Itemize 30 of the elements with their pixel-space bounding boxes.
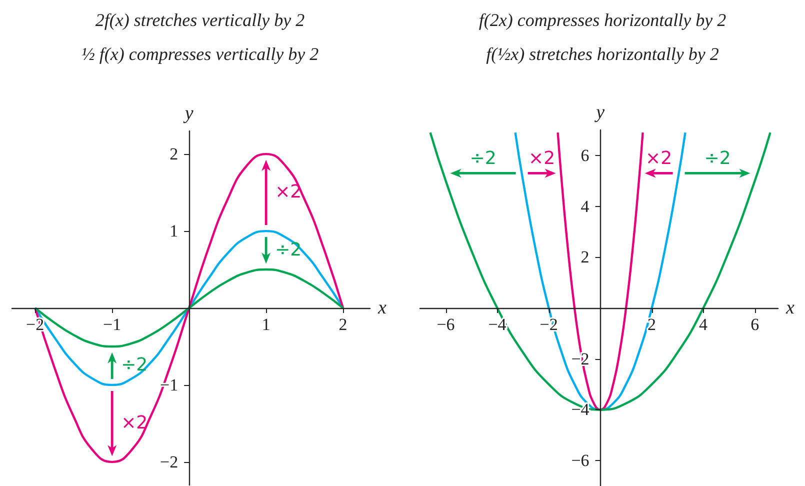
y-tick-label: 4	[580, 196, 590, 216]
chart-title: f(2x) compresses horizontally by 2	[478, 10, 726, 30]
chart-title: 2f(x) stretches vertically by 2	[95, 10, 305, 30]
x-tick-label: −6	[436, 315, 455, 334]
y-tick-label: −6	[571, 451, 590, 470]
x-tick-label: 2	[338, 315, 348, 334]
chart-subtitle: ½ f(x) compresses vertically by 2	[81, 44, 319, 64]
x-tick-label: 1	[262, 315, 270, 334]
annotation: ×2	[646, 148, 672, 170]
x-tick-label: −1	[103, 315, 122, 334]
annotation: ×2	[121, 412, 148, 434]
y-tick-label: 2	[580, 248, 590, 267]
x-tick-label: 6	[750, 315, 760, 334]
annotation: ÷2	[121, 354, 148, 376]
y-tick-label: 1	[170, 222, 178, 241]
y-tick-label: 2	[170, 144, 178, 164]
annotation: ÷2	[470, 148, 496, 170]
annotation: ÷2	[704, 148, 731, 170]
chart-subtitle: f(½x) stretches horizontally by 2	[486, 44, 719, 64]
annotation: ÷2	[275, 239, 302, 260]
y-tick-label: −2	[160, 452, 178, 472]
x-axis-title: x	[785, 298, 795, 318]
x-tick-label: 4	[699, 315, 708, 334]
x-tick-label: 2	[648, 315, 656, 334]
y-axis-title: y	[182, 103, 194, 124]
x-tick-label: −4	[488, 315, 507, 334]
y-axis-title: y	[594, 102, 606, 123]
annotation: ×2	[528, 148, 556, 170]
x-axis-title: x	[377, 298, 387, 318]
y-tick-label: 6	[580, 146, 590, 165]
